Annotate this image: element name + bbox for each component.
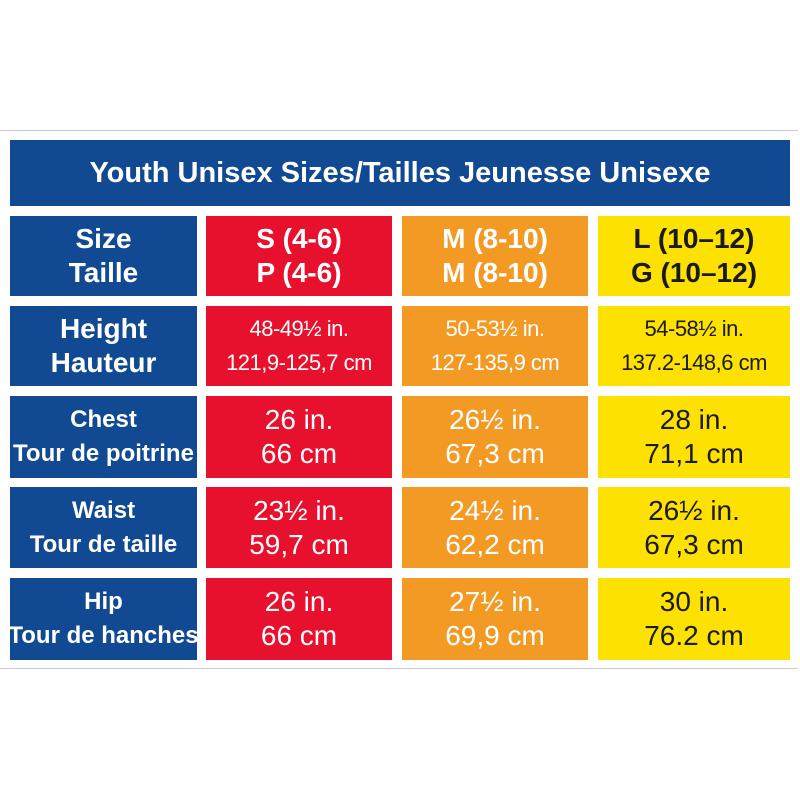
cell-line: Hip: [84, 588, 123, 615]
cell-line: 67,3 cm: [445, 438, 545, 469]
cell-line: Height: [59, 313, 148, 344]
cell-line: M (8-10): [442, 257, 548, 288]
size-cell: 48-49½ in. 121,9-125,7 cm: [206, 306, 392, 386]
cell-line: 62,2 cm: [445, 528, 545, 560]
cell-line: Tour de hanches: [8, 622, 199, 649]
row-label: Chest Tour de poitrine: [10, 396, 197, 478]
cell-line: 54-58½ in.: [644, 316, 744, 341]
cell-line: 24½ in.: [449, 494, 541, 526]
cell-line: Tour de poitrine: [13, 440, 194, 467]
cell-line: 66 cm: [260, 438, 338, 469]
size-cell: 23½ in. 59,7 cm: [206, 487, 392, 568]
cell-line: 28 in.: [659, 404, 729, 435]
cell-line: L (10–12): [633, 223, 755, 254]
row-label: Waist Tour de taille: [10, 487, 197, 568]
cell-line: 127-135,9 cm: [430, 350, 560, 375]
cell-line: Waist: [71, 496, 136, 524]
size-cell: 24½ in. 62,2 cm: [402, 487, 588, 568]
cell-line: 30 in.: [659, 586, 729, 617]
cell-line: M (8-10): [442, 223, 548, 254]
size-cell: 27½ in. 69,9 cm: [402, 578, 588, 660]
cell-line: 26 in.: [264, 586, 334, 617]
size-cell: 28 in. 71,1 cm: [598, 396, 790, 478]
cell-line: Hauteur: [50, 347, 157, 378]
size-cell: 30 in. 76.2 cm: [598, 578, 790, 660]
size-cell: 50-53½ in. 127-135,9 cm: [402, 306, 588, 386]
frame: [0, 130, 798, 669]
size-cell: 26½ in. 67,3 cm: [402, 396, 588, 478]
row-label: Hip Tour de hanches: [8, 578, 199, 660]
cell-line: 23½ in.: [253, 494, 345, 526]
cell-line: Chest: [70, 406, 137, 433]
cell-line: 137.2-148,6 cm: [621, 350, 767, 375]
cell-line: S (4-6): [256, 223, 342, 254]
cell-line: 59,7 cm: [249, 528, 349, 560]
cell-line: 66 cm: [260, 620, 338, 651]
size-cell: 26 in. 66 cm: [206, 578, 392, 660]
cell-line: 121,9-125,7 cm: [226, 350, 372, 375]
cell-line: 26 in.: [264, 404, 334, 435]
cell-line: 71,1 cm: [644, 438, 744, 469]
cell-line: Taille: [68, 257, 139, 288]
cell-line: 26½ in.: [648, 494, 740, 526]
cell-line: 48-49½ in.: [249, 316, 349, 341]
cell-line: 76.2 cm: [644, 620, 744, 651]
header-cell: S (4-6) P (4-6): [206, 216, 392, 296]
cell-line: 26½ in.: [449, 404, 541, 435]
header-cell: L (10–12) G (10–12): [598, 216, 790, 296]
cell-line: 69,9 cm: [445, 620, 545, 651]
size-cell: 26½ in. 67,3 cm: [598, 487, 790, 568]
cell-line: Tour de taille: [29, 530, 178, 558]
cell-line: 27½ in.: [449, 586, 541, 617]
cell-line: 67,3 cm: [644, 528, 744, 560]
row-label: Height Hauteur: [10, 306, 197, 386]
cell-line: 50-53½ in.: [445, 316, 545, 341]
cell-line: G (10–12): [630, 257, 758, 288]
header-cell: M (8-10) M (8-10): [402, 216, 588, 296]
cell-line: Size: [75, 223, 132, 254]
header-cell: Size Taille: [10, 216, 197, 296]
size-cell: 26 in. 66 cm: [206, 396, 392, 478]
size-cell: 54-58½ in. 137.2-148,6 cm: [598, 306, 790, 386]
title: Youth Unisex Sizes/Tailles Jeunesse Unis…: [10, 140, 790, 206]
cell-line: P (4-6): [256, 257, 342, 288]
